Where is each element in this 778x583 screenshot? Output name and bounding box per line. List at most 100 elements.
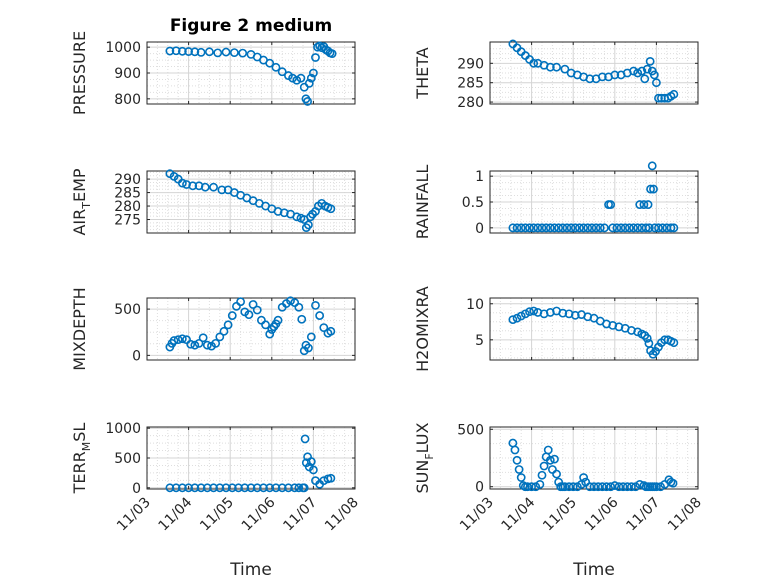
data-point: [612, 223, 622, 233]
data-point: [627, 482, 636, 492]
data-point: [629, 66, 638, 76]
data-point: [512, 455, 522, 465]
data-point: [294, 302, 304, 312]
data-point: [552, 469, 561, 479]
data-point: [585, 482, 595, 492]
data-point: [560, 64, 570, 74]
data-point: [593, 482, 603, 492]
data-point: [171, 483, 181, 493]
data-point: [646, 184, 655, 194]
data-point: [200, 182, 210, 192]
y-axis-label: THETA: [413, 47, 432, 99]
data-point: [315, 311, 325, 320]
y-axis-label: PRESSURE: [70, 31, 89, 115]
data-point: [308, 68, 318, 78]
data-point: [165, 483, 175, 493]
subplot-pressure: 800 900 1000 PRESSURE: [70, 31, 356, 115]
data-point: [273, 315, 283, 325]
data-point: [306, 73, 316, 83]
data-point: [297, 314, 307, 324]
data-point: [552, 62, 561, 72]
data-point: [194, 338, 204, 348]
y-tick-label: 0: [475, 221, 484, 237]
data-point: [550, 454, 559, 464]
data-point: [202, 483, 212, 493]
data-point: [209, 483, 218, 493]
y-tick-label: 0: [475, 480, 484, 496]
data-point: [286, 296, 295, 306]
data-point: [292, 212, 302, 222]
data-point: [644, 223, 654, 233]
data-point: [209, 182, 218, 192]
data-point: [649, 70, 659, 80]
data-point: [529, 223, 539, 233]
data-point: [303, 97, 312, 106]
data-point: [236, 297, 245, 307]
data-point: [177, 46, 187, 56]
y-axis-label: RAINFALL: [413, 165, 432, 240]
subplot-rainfall: 0 0.5 1 RAINFALL: [413, 161, 699, 240]
data-point: [608, 223, 618, 233]
data-point: [221, 483, 231, 493]
data-point: [184, 47, 193, 56]
data-point: [589, 482, 599, 492]
y-axis-label: MIXDEPTH: [70, 287, 89, 370]
data-point: [510, 445, 520, 455]
data-point: [304, 220, 313, 230]
data-point: [668, 478, 678, 488]
data-point: [234, 483, 243, 493]
data-point: [527, 482, 536, 492]
data-point: [591, 223, 601, 233]
data-point: [211, 338, 221, 348]
data-point: [177, 483, 187, 493]
data-point: [610, 481, 620, 490]
data-point: [304, 78, 314, 88]
data-point: [618, 482, 628, 492]
y-axis-label: AIRTEMP: [70, 168, 93, 235]
data-point: [658, 223, 668, 233]
data-point: [271, 62, 281, 72]
data-point: [554, 223, 564, 233]
x-tick-label: 11/08: [665, 495, 705, 535]
y-tick-label: 275: [114, 213, 141, 229]
x-tick-label: 11/06: [239, 494, 279, 534]
data-point: [635, 200, 645, 209]
y-tick-label: 0: [132, 348, 141, 364]
data-point: [300, 434, 310, 444]
data-point: [642, 64, 652, 74]
data-point: [311, 301, 320, 310]
data-point: [248, 300, 258, 309]
y-tick-label: 500: [114, 451, 141, 467]
data-point: [595, 223, 605, 233]
data-point: [543, 445, 553, 455]
y-tick-label: 500: [457, 422, 484, 438]
y-tick-label: 10: [466, 297, 484, 313]
data-point: [196, 483, 206, 493]
data-point: [271, 483, 281, 493]
data-point: [666, 223, 676, 233]
data-point: [570, 223, 580, 233]
data-point: [645, 56, 655, 66]
data-point: [306, 332, 316, 342]
data-point: [537, 223, 547, 233]
data-point: [520, 223, 530, 233]
data-point: [277, 483, 287, 493]
y-tick-label: 900: [114, 66, 141, 82]
data-point: [190, 483, 200, 493]
axes-box: [489, 297, 699, 361]
data-point: [238, 48, 248, 58]
data-point: [570, 310, 580, 320]
data-point: [188, 181, 198, 191]
data-point: [514, 465, 524, 474]
x-tick-label: 11/04: [499, 494, 539, 534]
data-point: [196, 47, 206, 57]
data-point: [516, 223, 526, 233]
data-point: [610, 70, 620, 80]
data-point: [639, 200, 649, 209]
data-point: [550, 223, 559, 233]
data-point: [579, 223, 588, 233]
data-point: [326, 473, 336, 483]
data-point: [326, 326, 336, 336]
data-point: [326, 204, 336, 214]
